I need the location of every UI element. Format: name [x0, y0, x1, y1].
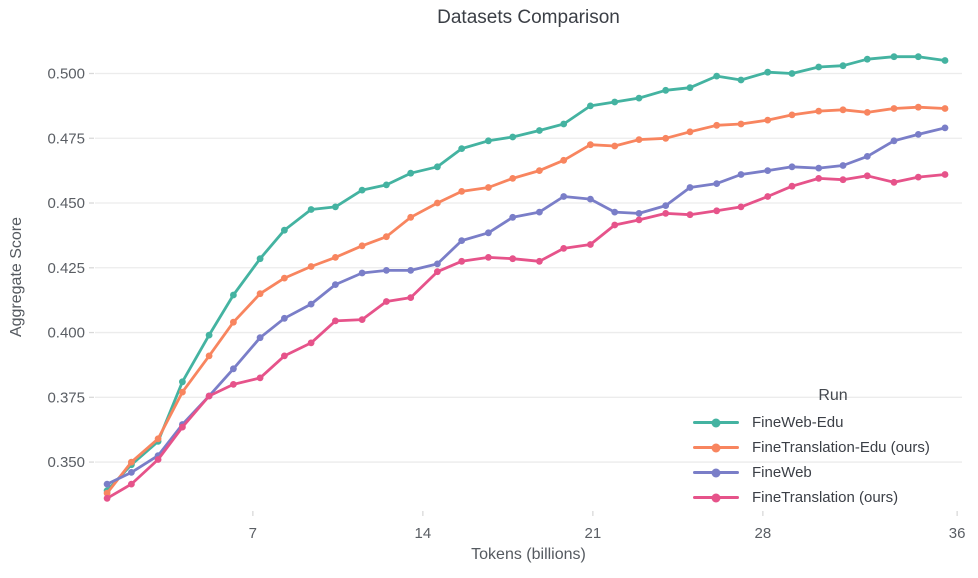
legend-title: Run [818, 387, 848, 404]
legend-item-finetranslation: FineTranslation (ours) [693, 485, 973, 510]
legend-dot-marker-icon [711, 468, 721, 477]
legend-line-marker-icon [693, 468, 739, 477]
legend-item-label: FineTranslation-Edu (ours) [752, 439, 930, 456]
legend: Run FineWeb-Edu FineTranslation-Edu (our… [693, 384, 973, 510]
legend-line-marker-icon [693, 493, 739, 502]
axis-ticks [89, 72, 958, 516]
series-finetranslation-edu-ours- [103, 103, 949, 497]
svg-text:21: 21 [585, 525, 602, 542]
gridlines [95, 72, 962, 463]
legend-item-label: FineWeb [752, 464, 812, 481]
svg-text:7: 7 [249, 525, 257, 542]
legend-dot-marker-icon [711, 443, 721, 452]
svg-text:0.450: 0.450 [47, 195, 85, 212]
svg-text:36: 36 [949, 525, 966, 542]
chart-title: Datasets Comparison [437, 7, 620, 28]
x-axis-label: Tokens (billions) [471, 546, 586, 563]
svg-text:14: 14 [415, 525, 432, 542]
legend-dot-marker-icon [711, 493, 721, 502]
svg-text:0.400: 0.400 [47, 325, 85, 342]
svg-text:0.500: 0.500 [47, 65, 85, 82]
legend-item-fineweb: FineWeb [693, 460, 973, 485]
series-finetranslation-ours- [103, 171, 949, 502]
svg-text:28: 28 [755, 525, 772, 542]
axis-tick-labels: 0.350 0.375 0.400 0.425 0.450 0.475 0.500 7 14 21… [47, 65, 965, 542]
legend-item-fineweb-edu: FineWeb-Edu [693, 410, 973, 435]
legend-item-finetranslation-edu: FineTranslation-Edu (ours) [693, 435, 973, 460]
legend-dot-marker-icon [711, 418, 721, 427]
svg-text:0.425: 0.425 [47, 260, 85, 277]
legend-line-marker-icon [693, 418, 739, 427]
y-axis-label: Aggregate Score [8, 216, 25, 338]
svg-text:0.350: 0.350 [47, 454, 85, 471]
legend-item-label: FineWeb-Edu [752, 414, 844, 431]
legend-item-label: FineTranslation (ours) [752, 489, 899, 506]
svg-text:0.475: 0.475 [47, 130, 85, 147]
svg-text:0.375: 0.375 [47, 389, 85, 406]
legend-line-marker-icon [693, 443, 739, 452]
